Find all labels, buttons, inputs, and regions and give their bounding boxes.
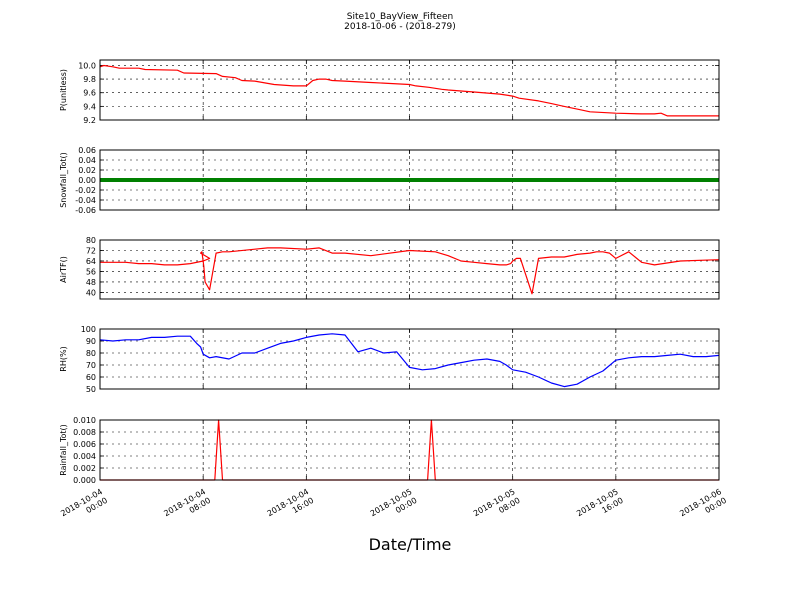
y-tick-label: 0.02 (78, 166, 96, 175)
y-tick-label: 9.2 (83, 116, 96, 125)
y-tick-label: 0.010 (73, 416, 96, 425)
y-tick-label: 0.06 (78, 146, 96, 155)
y-tick-label: 40 (86, 288, 96, 297)
y-axis-label: Rainfall_Tot() (59, 424, 68, 476)
subplot-4: 50 60 70 80 90 100 RH(%) (59, 325, 720, 394)
y-tick-label: 9.6 (83, 89, 96, 98)
y-tick-label: 0.000 (73, 476, 96, 485)
y-axis-label: Snowfall_Tot() (59, 152, 68, 208)
y-tick-label: 50 (86, 385, 96, 394)
y-tick-label: 72 (86, 246, 96, 255)
y-tick-label: 64 (86, 257, 96, 266)
axes-frame (99, 419, 720, 481)
y-tick-label: 60 (86, 373, 96, 382)
subplot-2: -0.06-0.04-0.020.000.020.040.06 Snowfall_… (59, 146, 720, 215)
y-tick-label: 0.004 (73, 452, 96, 461)
y-tick-label: -0.02 (75, 186, 96, 195)
series-line (99, 333, 720, 388)
x-axis-label: Date/Time (369, 535, 452, 554)
y-tick-label: 80 (86, 236, 96, 245)
y-tick-label: 100 (81, 325, 96, 334)
y-tick-label: 0.006 (73, 440, 96, 449)
y-tick-label: 0.008 (73, 428, 96, 437)
y-tick-label: 10.0 (78, 61, 96, 70)
y-tick-label: 90 (86, 337, 96, 346)
y-axis-label: AirTF() (59, 256, 68, 283)
chart-subtitle: 2018-10-06 - (2018-279) (344, 22, 456, 32)
y-tick-label: 56 (86, 267, 96, 276)
y-tick-label: 0.002 (73, 464, 96, 473)
axes-frame (99, 328, 720, 390)
y-tick-label: 80 (86, 349, 96, 358)
y-tick-label: 0.04 (78, 156, 96, 165)
subplot-panels: 9.2 9.4 9.6 9.8 10.0 P(unitless) -0.06-0.04-0.… (59, 59, 720, 485)
axes-frame (99, 239, 720, 300)
y-axis-label: P(unitless) (59, 69, 68, 111)
subplot-5: 0.000 0.002 0.004 0.006 0.008 0.010 Rainfall_T… (59, 416, 720, 485)
y-tick-label: 70 (86, 361, 96, 370)
y-tick-label: 0.00 (78, 176, 96, 185)
axes-frame (99, 59, 720, 121)
y-tick-label: 48 (86, 278, 96, 287)
subplot-1: 9.2 9.4 9.6 9.8 10.0 P(unitless) (59, 59, 720, 125)
chart-title: Site10_BayView_Fifteen (347, 12, 453, 22)
y-tick-label: -0.06 (75, 206, 96, 215)
y-tick-label: 9.8 (83, 75, 96, 84)
y-tick-label: -0.04 (75, 196, 96, 205)
series-line (100, 247, 720, 295)
y-tick-label: 9.4 (83, 102, 96, 111)
y-axis-label: RH(%) (59, 346, 68, 371)
axes-frame (99, 149, 720, 211)
series-line (99, 64, 719, 117)
